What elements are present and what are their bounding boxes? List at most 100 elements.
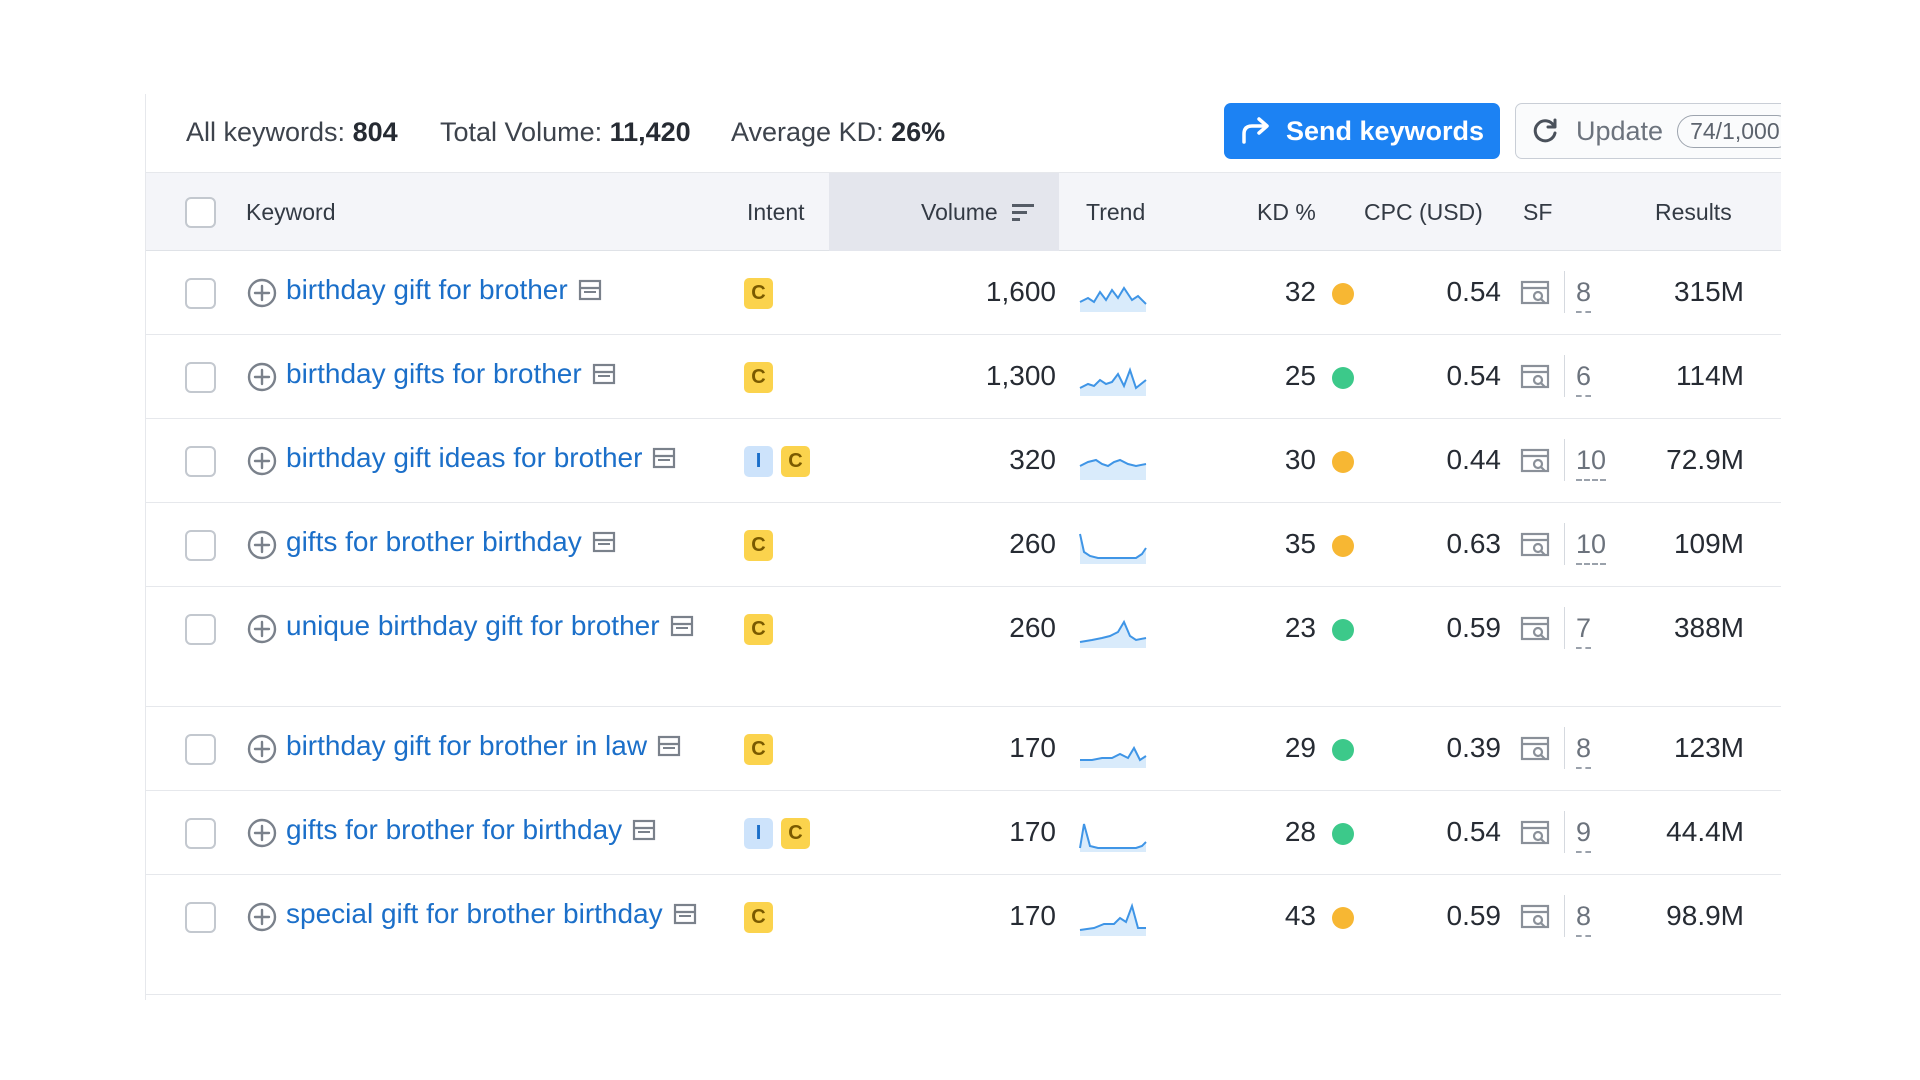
kd-value: 23 [1284, 612, 1316, 643]
serp-features-icon[interactable] [1520, 447, 1552, 475]
serp-features-icon[interactable] [1520, 735, 1552, 763]
serp-snapshot-icon[interactable] [592, 363, 616, 385]
column-keyword[interactable]: Keyword [246, 199, 336, 225]
keyword-text: birthday gift for brother [286, 274, 568, 305]
row-checkbox[interactable] [185, 446, 216, 477]
sf-count[interactable]: 10 [1576, 441, 1607, 481]
serp-snapshot-icon[interactable] [578, 279, 602, 301]
sf-divider [1564, 607, 1565, 649]
serp-features-icon[interactable] [1520, 903, 1552, 931]
column-sf[interactable]: SF [1523, 199, 1553, 225]
serp-features-icon[interactable] [1520, 279, 1552, 307]
intent-cell: C [744, 614, 773, 645]
kd-difficulty-dot [1332, 619, 1354, 641]
keyword-link[interactable]: gifts for brother for birthday [286, 811, 701, 849]
average-kd-value: 26% [891, 117, 946, 147]
volume-value: 1,600 [985, 276, 1056, 307]
row-checkbox[interactable] [185, 902, 216, 933]
sf-divider [1564, 355, 1565, 397]
row-checkbox[interactable] [185, 530, 216, 561]
send-keywords-button[interactable]: Send keywords [1224, 103, 1500, 159]
serp-snapshot-icon[interactable] [670, 615, 694, 637]
sf-count[interactable]: 8 [1576, 273, 1592, 313]
trend-sparkline [1079, 619, 1147, 648]
table-row: birthday gift for brother C 1,600 32 0.5… [146, 251, 1781, 335]
column-volume[interactable]: Volume [921, 173, 1036, 251]
summary-bar: All keywords: 804 Total Volume: 11,420 A… [146, 94, 1781, 172]
total-volume-stat: Total Volume: 11,420 [440, 112, 691, 152]
sf-count[interactable]: 10 [1576, 525, 1607, 565]
serp-features-icon[interactable] [1520, 531, 1552, 559]
table-row: special gift for brother birthday C 170 … [146, 875, 1781, 995]
intent-cell: C [744, 362, 773, 393]
serp-snapshot-icon[interactable] [632, 819, 656, 841]
kd-difficulty-dot [1332, 367, 1354, 389]
serp-snapshot-icon[interactable] [592, 531, 616, 553]
keyword-link[interactable]: gifts for brother birthday [286, 523, 701, 561]
column-intent[interactable]: Intent [747, 199, 805, 225]
intent-cell: C [744, 902, 773, 933]
intent-cell: C [744, 530, 773, 561]
cpc-value: 0.59 [1446, 900, 1502, 931]
sf-count[interactable]: 7 [1576, 609, 1592, 649]
serp-features-icon[interactable] [1520, 615, 1552, 643]
average-kd-stat: Average KD: 26% [731, 112, 945, 152]
keyword-link[interactable]: special gift for brother birthday [286, 895, 701, 933]
results-value: 98.9M [1666, 900, 1744, 931]
select-all-checkbox[interactable] [185, 197, 216, 228]
refresh-icon [1533, 118, 1557, 143]
add-keyword-icon[interactable] [246, 445, 278, 477]
update-count-badge: 74/1,000 [1677, 114, 1781, 148]
sf-count[interactable]: 9 [1576, 813, 1592, 853]
add-keyword-icon[interactable] [246, 277, 278, 309]
column-kd[interactable]: KD % [1257, 199, 1316, 225]
serp-snapshot-icon[interactable] [657, 735, 681, 757]
add-keyword-icon[interactable] [246, 901, 278, 933]
keyword-link[interactable]: birthday gifts for brother [286, 355, 701, 393]
sf-count[interactable]: 8 [1576, 729, 1592, 769]
cpc-value: 0.63 [1446, 528, 1502, 559]
sf-count[interactable]: 6 [1576, 357, 1592, 397]
row-checkbox[interactable] [185, 818, 216, 849]
add-keyword-icon[interactable] [246, 817, 278, 849]
sf-count[interactable]: 8 [1576, 897, 1592, 937]
serp-snapshot-icon[interactable] [652, 447, 676, 469]
cpc-value: 0.44 [1446, 444, 1502, 475]
trend-sparkline [1080, 745, 1147, 768]
add-keyword-icon[interactable] [246, 733, 278, 765]
serp-features-icon[interactable] [1520, 819, 1552, 847]
keyword-text: gifts for brother for birthday [286, 814, 623, 845]
keyword-text: gifts for brother birthday [286, 526, 582, 557]
add-keyword-icon[interactable] [246, 613, 278, 645]
trend-sparkline [1079, 286, 1147, 312]
intent-badge-commercial: C [744, 614, 773, 645]
results-value: 315M [1673, 276, 1744, 307]
column-results[interactable]: Results [1655, 199, 1732, 225]
table-row: birthday gifts for brother C 1,300 25 0.… [146, 335, 1781, 419]
keyword-link[interactable]: birthday gift for brother in law [286, 727, 701, 765]
add-keyword-icon[interactable] [246, 529, 278, 561]
table-row: gifts for brother birthday C 260 35 0.63… [146, 503, 1781, 587]
cpc-value: 0.54 [1446, 276, 1502, 307]
total-volume-value: 11,420 [609, 117, 691, 147]
intent-badge-commercial: C [744, 734, 773, 765]
intent-badge-commercial: C [744, 362, 773, 393]
row-checkbox[interactable] [185, 734, 216, 765]
update-button[interactable]: Update 74/1,000 [1515, 103, 1781, 159]
serp-features-icon[interactable] [1520, 363, 1552, 391]
keyword-link[interactable]: unique birthday gift for brother [286, 607, 701, 645]
serp-snapshot-icon[interactable] [673, 903, 697, 925]
row-checkbox[interactable] [185, 278, 216, 309]
column-trend[interactable]: Trend [1086, 199, 1146, 225]
keyword-link[interactable]: birthday gift for brother [286, 271, 701, 309]
row-checkbox[interactable] [185, 614, 216, 645]
keyword-link[interactable]: birthday gift ideas for brother [286, 439, 701, 477]
add-keyword-icon[interactable] [246, 361, 278, 393]
trend-sparkline [1079, 367, 1147, 396]
total-volume-label: Total Volume: [440, 117, 603, 147]
row-checkbox[interactable] [185, 362, 216, 393]
sf-divider [1564, 811, 1565, 853]
column-cpc[interactable]: CPC (USD) [1364, 199, 1483, 225]
all-keywords-stat: All keywords: 804 [186, 112, 398, 152]
